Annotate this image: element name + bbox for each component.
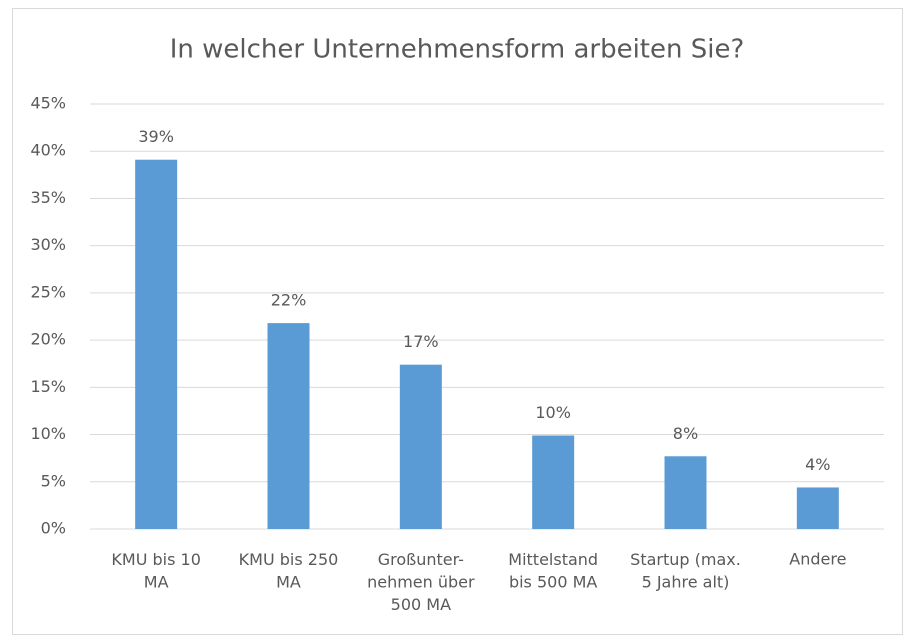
data-label: 4%: [805, 455, 830, 474]
bar: [664, 456, 707, 529]
bar: [532, 435, 575, 529]
y-tick-label: 5%: [41, 471, 66, 490]
data-label: 10%: [535, 403, 571, 422]
y-tick-label: 35%: [30, 188, 66, 207]
data-label: 17%: [403, 332, 439, 351]
data-label: 39%: [138, 127, 174, 146]
bar: [267, 323, 310, 529]
x-tick-label: Mittelstand bis 500 MA: [508, 550, 598, 591]
y-tick-label: 40%: [30, 141, 66, 160]
x-tick-label: Andere: [789, 550, 846, 569]
bar: [796, 487, 839, 529]
y-tick-label: 0%: [41, 519, 66, 538]
x-tick-label: KMU bis 250 MA: [239, 550, 339, 591]
y-tick-label: 10%: [30, 424, 66, 443]
y-tick-label: 25%: [30, 282, 66, 301]
y-tick-label: 30%: [30, 235, 66, 254]
y-tick-label: 20%: [30, 330, 66, 349]
x-tick-label: Startup (max. 5 Jahre alt): [630, 550, 741, 591]
chart-title: In welcher Unternehmensform arbeiten Sie…: [170, 35, 745, 65]
data-label: 8%: [673, 424, 698, 443]
x-tick-label: Großunter-nehmen über 500 MA: [367, 550, 475, 614]
bar: [135, 159, 178, 529]
bar: [399, 364, 442, 529]
y-tick-label: 15%: [30, 377, 66, 396]
y-tick-label: 45%: [30, 94, 66, 113]
data-label: 22%: [271, 291, 307, 310]
x-tick-label: KMU bis 10 MA: [111, 550, 200, 591]
